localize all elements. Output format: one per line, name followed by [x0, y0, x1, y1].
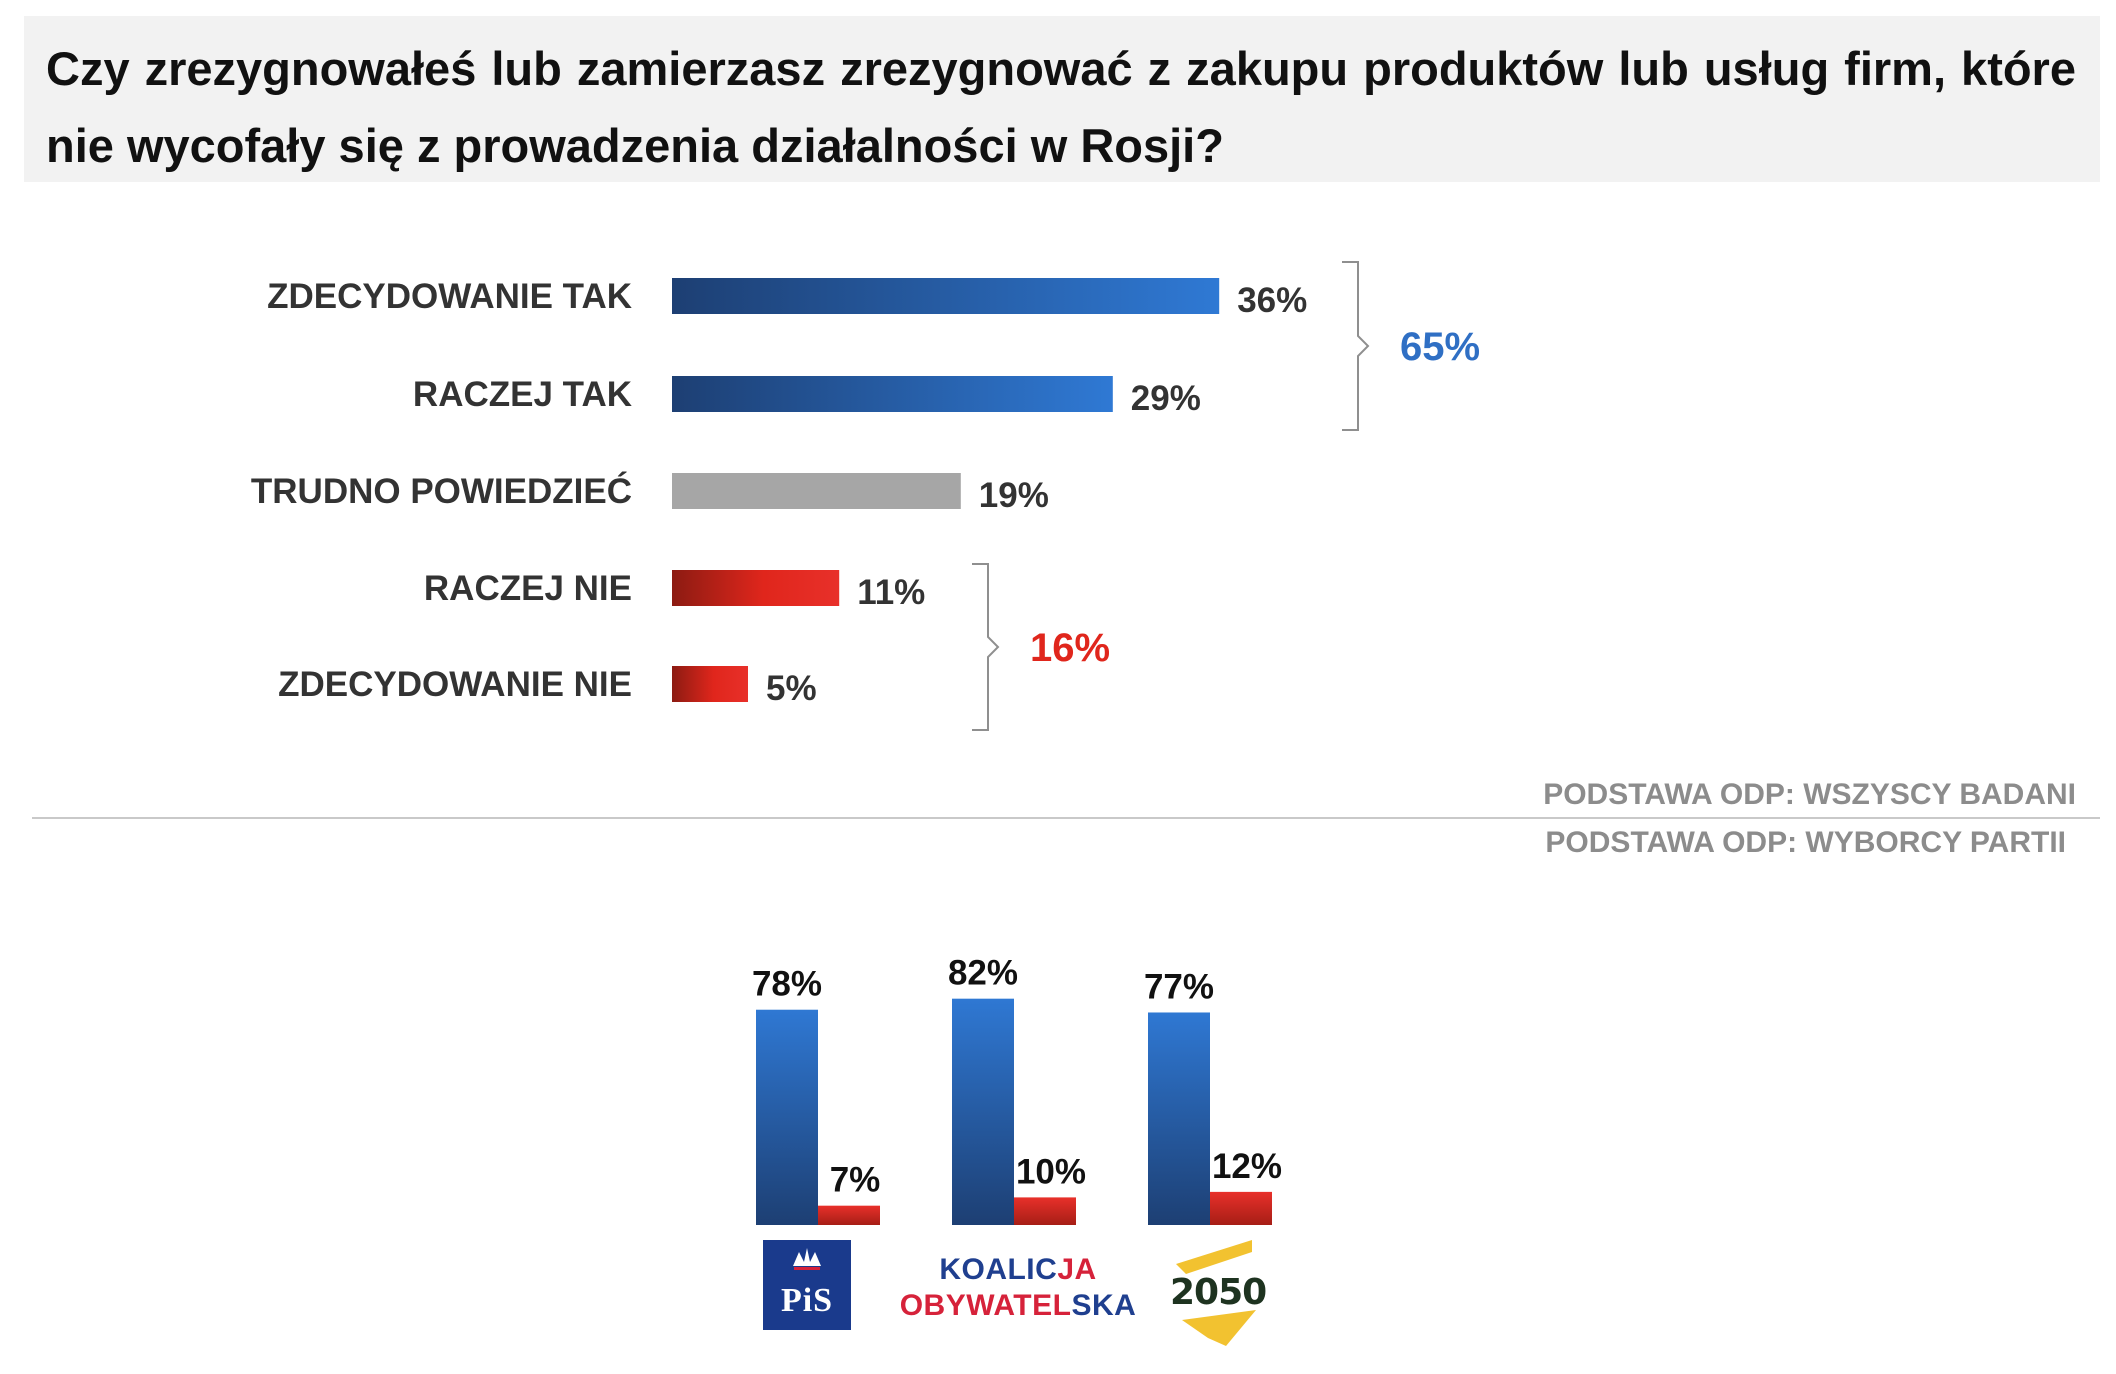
bar-label: RACZEJ NIE: [424, 569, 632, 608]
response-bar: [672, 570, 840, 606]
party-bar-yes: [756, 1009, 818, 1225]
pis-logo-text: PiS: [780, 1282, 834, 1319]
chart-title: Czy zrezygnowałeś lub zamierzasz zrezygn…: [46, 42, 2076, 172]
bar-value-label: 11%: [857, 573, 925, 612]
polska2050-shape-icon: [1176, 1240, 1256, 1346]
base-note-party: PODSTAWA ODP: WYBORCY PARTII: [1545, 826, 2066, 859]
ko-logo-text-1b: JA: [1057, 1253, 1097, 1286]
bar-label: ZDECYDOWANIE TAK: [267, 277, 632, 316]
group-bracket: [1342, 261, 1370, 431]
bar-value-label: 5%: [766, 669, 817, 708]
party-bar-yes: [952, 998, 1014, 1225]
ko-logo-text-2a: OBYWATEL: [899, 1289, 1072, 1322]
bar-value-label: 19%: [979, 476, 1049, 515]
ko-logo: KOALICJA OBYWATELSKA: [898, 1252, 1138, 1324]
pis-logo: PiS: [763, 1240, 851, 1330]
party-value-label: 10%: [1016, 1152, 1086, 1191]
group-total-label: 16%: [1030, 626, 1110, 670]
base-note-all: PODSTAWA ODP: WSZYSCY BADANI: [1543, 778, 2076, 811]
bar-label: TRUDNO POWIEDZIEĆ: [251, 471, 632, 511]
ko-logo-text-2b: SKA: [1071, 1289, 1137, 1322]
eagle-icon: [793, 1248, 821, 1270]
bar-value-label: 36%: [1237, 281, 1307, 320]
response-bar: [672, 376, 1113, 412]
group-total-label: 65%: [1400, 325, 1480, 369]
section-divider: [32, 817, 2100, 819]
bar-label: ZDECYDOWANIE NIE: [278, 665, 632, 704]
party-bar-no: [818, 1205, 880, 1225]
party-value-label: 7%: [830, 1161, 881, 1200]
ko-logo-text-1a: KOALIC: [939, 1253, 1058, 1286]
response-bar: [672, 666, 748, 702]
party-bar-yes: [1148, 1012, 1210, 1225]
group-bracket: [972, 563, 1000, 731]
polska2050-logo: 2050: [1168, 1238, 1268, 1348]
party-value-label: 82%: [948, 954, 1018, 993]
response-bar: [672, 473, 961, 509]
title-banner: Czy zrezygnowałeś lub zamierzasz zrezygn…: [24, 16, 2100, 182]
party-bar-no: [1210, 1191, 1272, 1225]
party-value-label: 12%: [1212, 1147, 1282, 1186]
bar-value-label: 29%: [1131, 379, 1201, 418]
party-value-label: 77%: [1144, 967, 1214, 1006]
response-bar: [672, 278, 1220, 314]
response-bar-chart: ZDECYDOWANIE TAK 36% RACZEJ TAK 29% TRUDNO P…: [251, 261, 1480, 731]
party-value-label: 78%: [752, 965, 822, 1004]
bar-label: RACZEJ TAK: [413, 375, 632, 414]
polska2050-logo-text: 2050: [1170, 1272, 1267, 1313]
party-bar-no: [1014, 1197, 1076, 1225]
